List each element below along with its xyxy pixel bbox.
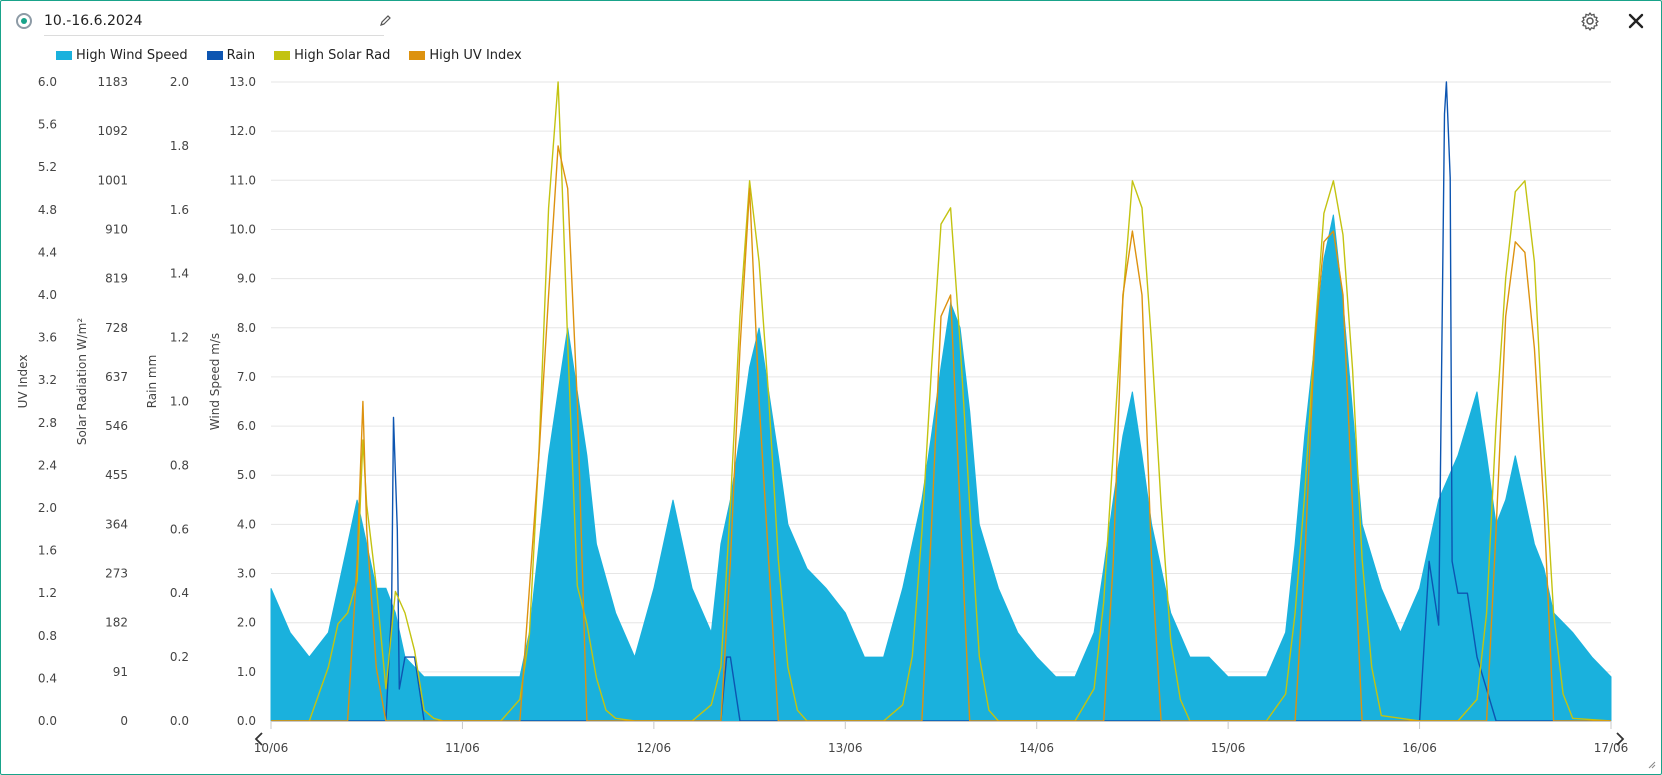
axis-tick-label: 6.0 [38,75,57,89]
axis-tick-label: 3.6 [38,331,57,345]
axis-tick-label: 12.0 [229,124,256,138]
legend-label: High Solar Rad [294,47,391,63]
axis-tick-label: 4.0 [38,288,57,302]
axis-tick-label: 4.8 [38,203,57,217]
axis-tick-label: 9.0 [237,272,256,286]
legend-swatch [409,50,426,60]
axis-tick-label: 2.0 [38,501,57,515]
chevron-right-icon[interactable] [1616,732,1625,746]
axis-tick-label: 1.0 [170,395,189,409]
axis-tick-label: 13.0 [229,75,256,89]
period-title[interactable]: 10.-16.6.2024 [44,13,384,36]
x-axis-tick-label: 11/06 [445,741,480,755]
axis-tick-label: 5.0 [237,468,256,482]
axis-tick-label: 11.0 [229,173,256,187]
axis-tick-label: 0.8 [38,629,57,643]
axis-tick-label: 0.2 [170,650,189,664]
axis-tick-label: 8.0 [237,321,256,335]
axis-tick-label: 637 [105,370,128,384]
x-axis-tick-label: 13/06 [828,741,863,755]
x-axis-tick-label: 12/06 [637,741,672,755]
legend-label: High Wind Speed [76,47,188,63]
x-axis-tick-label: 15/06 [1211,741,1246,755]
chart-header: 10.-16.6.2024 [14,10,1654,38]
legend-swatch [206,50,223,60]
legend-item-wind-speed[interactable]: High Wind Speed [56,46,188,64]
axis-title: Solar Radiation W/m² [75,318,89,446]
axis-tick-label: 910 [105,222,128,236]
close-icon[interactable] [1626,11,1646,31]
axis-tick-label: 546 [105,419,128,433]
legend-label: Rain [226,47,256,63]
axis-tick-label: 0.0 [170,714,189,728]
axis-title: Rain mm [145,355,159,409]
axis-tick-label: 0.8 [170,458,189,472]
legend-item-uv-index[interactable]: High UV Index [409,46,522,64]
axis-tick-label: 1.4 [170,267,189,281]
axis-tick-label: 3.0 [237,567,256,581]
axis-tick-label: 819 [105,272,128,286]
resize-grip-icon[interactable] [1648,761,1656,769]
axis-tick-label: 2.0 [170,75,189,89]
axis-tick-label: 1183 [97,75,128,89]
axis-tick-label: 0.0 [38,714,57,728]
axis-tick-label: 455 [105,468,128,482]
pencil-icon[interactable] [378,14,392,28]
axis-title: Wind Speed m/s [208,333,222,430]
legend-item-solar-rad[interactable]: High Solar Rad [274,46,390,64]
x-axis-tick-label: 16/06 [1402,741,1437,755]
axis-tick-label: 2.4 [38,458,57,472]
axis-tick-label: 5.6 [38,118,57,132]
axis-tick-label: 182 [105,616,128,630]
axis-tick-label: 2.8 [38,416,57,430]
axis-tick-label: 0 [120,714,128,728]
axis-tick-label: 1.2 [170,331,189,345]
axis-tick-label: 273 [105,567,128,581]
axis-title: UV Index [16,355,30,409]
axis-tick-label: 1.6 [170,203,189,217]
axis-tick-label: 1092 [97,124,128,138]
axis-tick-label: 4.4 [38,245,57,259]
axis-tick-label: 0.0 [237,714,256,728]
axis-tick-label: 0.4 [170,586,189,600]
gear-icon[interactable] [1580,11,1600,31]
axis-tick-label: 0.6 [170,522,189,536]
axis-tick-label: 7.0 [237,370,256,384]
legend-item-rain[interactable]: Rain [206,46,256,64]
chevron-left-icon[interactable] [254,732,263,746]
series-area-wind-speed [270,214,1612,722]
axis-tick-label: 91 [113,665,128,679]
axis-tick-label: 4.0 [237,517,256,531]
axis-tick-label: 2.0 [237,616,256,630]
axis-tick-label: 1001 [97,173,128,187]
x-axis-tick-label: 14/06 [1019,741,1054,755]
axis-tick-label: 1.6 [38,544,57,558]
axis-tick-label: 5.2 [38,160,57,174]
legend-label: High UV Index [429,47,522,63]
axis-tick-label: 6.0 [237,419,256,433]
x-axis-tick-label: 17/06 [1594,741,1629,755]
axis-tick-label: 1.8 [170,139,189,153]
axis-tick-label: 1.0 [237,665,256,679]
chart-legend: High Wind Speed Rain High Solar Rad High… [56,46,541,64]
axis-tick-label: 3.2 [38,373,57,387]
axis-tick-label: 1.2 [38,586,57,600]
radio-dot-icon[interactable] [16,13,32,29]
axis-tick-label: 364 [105,517,128,531]
legend-swatch [274,50,291,60]
axis-tick-label: 0.4 [38,671,57,685]
axis-tick-label: 10.0 [229,222,256,236]
axis-tick-label: 728 [105,321,128,335]
legend-swatch [56,50,72,60]
